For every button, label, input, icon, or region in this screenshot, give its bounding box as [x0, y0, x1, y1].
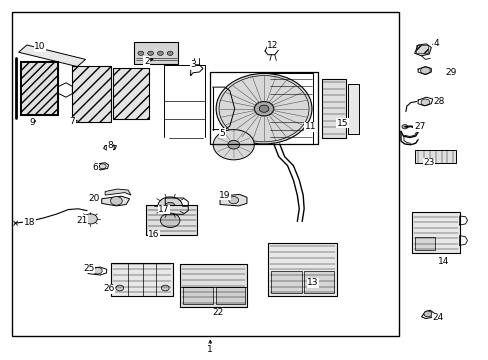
Polygon shape: [19, 45, 85, 67]
Text: 1: 1: [207, 345, 213, 354]
Text: 18: 18: [23, 218, 35, 227]
Text: 22: 22: [211, 308, 223, 317]
Circle shape: [167, 51, 173, 55]
Bar: [111, 263, 172, 296]
Bar: [20, 62, 57, 114]
Circle shape: [147, 51, 153, 55]
Text: 9: 9: [29, 118, 35, 127]
Text: 4: 4: [432, 39, 438, 48]
Circle shape: [254, 102, 273, 116]
Circle shape: [93, 267, 102, 274]
Circle shape: [423, 311, 431, 317]
Bar: [113, 68, 148, 119]
Circle shape: [420, 99, 429, 105]
Polygon shape: [105, 189, 131, 195]
Circle shape: [213, 130, 254, 160]
Bar: [304, 271, 334, 293]
Text: 24: 24: [431, 313, 443, 322]
Polygon shape: [220, 194, 246, 206]
Polygon shape: [102, 196, 129, 206]
Bar: [72, 66, 110, 122]
Circle shape: [157, 51, 163, 55]
Text: 20: 20: [88, 194, 100, 203]
Circle shape: [110, 197, 122, 205]
Polygon shape: [414, 44, 430, 56]
Bar: [347, 84, 358, 134]
Text: 15: 15: [336, 118, 347, 127]
Bar: [216, 287, 245, 304]
Text: 2: 2: [143, 57, 149, 66]
Circle shape: [138, 51, 143, 55]
Bar: [271, 271, 301, 293]
Circle shape: [401, 125, 407, 129]
Text: 7: 7: [69, 117, 75, 126]
Circle shape: [420, 67, 429, 74]
Circle shape: [259, 105, 268, 112]
Bar: [411, 212, 459, 253]
Circle shape: [161, 285, 169, 291]
Circle shape: [227, 140, 239, 149]
Text: 21: 21: [76, 216, 88, 225]
Text: 6: 6: [92, 163, 98, 172]
Text: 19: 19: [219, 191, 230, 199]
Bar: [180, 264, 247, 307]
Text: 12: 12: [266, 40, 278, 49]
Bar: [415, 45, 427, 53]
Text: 11: 11: [304, 122, 316, 131]
Bar: [113, 68, 148, 119]
Text: 16: 16: [148, 230, 160, 239]
Circle shape: [165, 202, 175, 210]
Bar: [267, 243, 337, 296]
Circle shape: [158, 197, 182, 215]
Bar: [72, 66, 110, 122]
Bar: [183, 287, 212, 304]
Text: 3: 3: [190, 60, 196, 69]
Text: 23: 23: [423, 158, 434, 167]
Text: 17: 17: [158, 205, 169, 214]
Text: 25: 25: [83, 264, 95, 273]
Circle shape: [216, 73, 311, 144]
Bar: [20, 62, 57, 114]
Polygon shape: [421, 310, 433, 319]
Text: 14: 14: [437, 256, 449, 265]
Bar: [134, 42, 178, 64]
Text: 10: 10: [34, 42, 46, 51]
Circle shape: [160, 213, 180, 228]
Circle shape: [116, 285, 123, 291]
Text: 13: 13: [306, 278, 318, 287]
Bar: [414, 237, 434, 250]
Text: 28: 28: [432, 97, 444, 106]
Bar: [321, 79, 346, 138]
Circle shape: [228, 197, 238, 204]
Text: 26: 26: [102, 284, 114, 293]
Bar: [414, 150, 455, 163]
Circle shape: [106, 145, 114, 150]
Circle shape: [99, 164, 106, 169]
Text: 5: 5: [219, 129, 225, 138]
Bar: [145, 205, 197, 235]
Bar: [12, 12, 398, 336]
Text: 27: 27: [413, 122, 425, 131]
Text: 8: 8: [107, 141, 113, 150]
Text: 29: 29: [444, 68, 456, 77]
Circle shape: [83, 214, 97, 224]
